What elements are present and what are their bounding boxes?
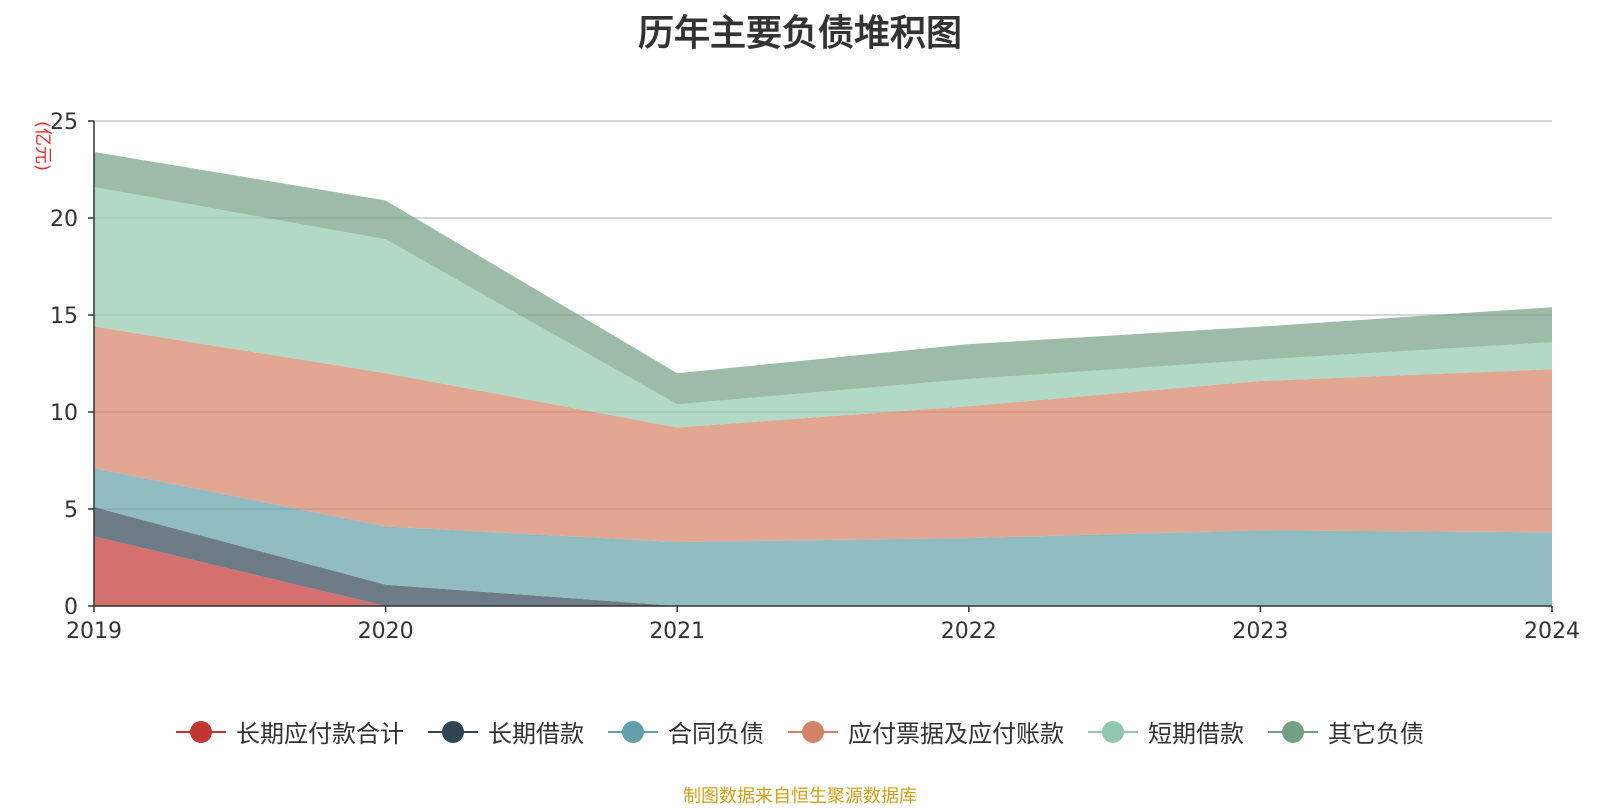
legend-item-3[interactable]: 应付票据及应付账款: [788, 714, 1064, 749]
x-tick-label: 2023: [1232, 619, 1288, 644]
legend-label: 合同负债: [668, 720, 764, 748]
x-tick-label: 2019: [66, 619, 122, 644]
y-tick-label: 25: [50, 110, 78, 135]
legend-item-1[interactable]: 长期借款: [428, 714, 584, 749]
area-series-2[interactable]: [94, 468, 1552, 606]
area-series-5[interactable]: [94, 152, 1552, 405]
legend-marker-icon: [1088, 720, 1138, 744]
legend: 长期应付款合计 长期借款 合同负债 应付票据及应付账款 短期借款 其它负债: [0, 714, 1600, 749]
legend-label: 长期应付款合计: [236, 720, 404, 748]
x-tick-label: 2021: [649, 619, 705, 644]
area-series-0[interactable]: [94, 536, 1552, 606]
legend-marker-icon: [428, 720, 478, 744]
area-series-4[interactable]: [94, 187, 1552, 428]
legend-marker-icon: [608, 720, 658, 744]
legend-item-4[interactable]: 短期借款: [1088, 714, 1244, 749]
legend-item-0[interactable]: 长期应付款合计: [176, 714, 404, 749]
x-tick-label: 2020: [358, 619, 414, 644]
legend-marker-icon: [1268, 720, 1318, 744]
y-tick-label: 15: [50, 304, 78, 329]
legend-marker-icon: [788, 720, 838, 744]
x-tick-label: 2024: [1524, 619, 1580, 644]
axis-layer: 0 5 10 15 20 25 2019 2020 2021 2022 2023 2024 (亿元): [32, 110, 1580, 644]
y-tick-label: 5: [64, 498, 78, 523]
source-note: 制图数据来自恒生聚源数据库: [683, 786, 917, 807]
legend-marker-icon: [176, 720, 226, 744]
legend-label: 应付票据及应付账款: [848, 720, 1064, 748]
area-series-3[interactable]: [94, 326, 1552, 542]
y-unit-label: (亿元): [32, 121, 53, 171]
y-tick-label: 0: [64, 595, 78, 620]
y-tick-label: 20: [50, 207, 78, 232]
legend-item-5[interactable]: 其它负债: [1268, 714, 1424, 749]
x-tick-label: 2022: [941, 619, 997, 644]
legend-item-2[interactable]: 合同负债: [608, 714, 764, 749]
area-layer: [94, 152, 1552, 606]
legend-label: 长期借款: [488, 720, 584, 748]
chart-title: 历年主要负债堆积图: [637, 13, 962, 54]
legend-label: 其它负债: [1328, 720, 1424, 748]
y-tick-label: 10: [50, 401, 78, 426]
legend-label: 短期借款: [1148, 720, 1244, 748]
